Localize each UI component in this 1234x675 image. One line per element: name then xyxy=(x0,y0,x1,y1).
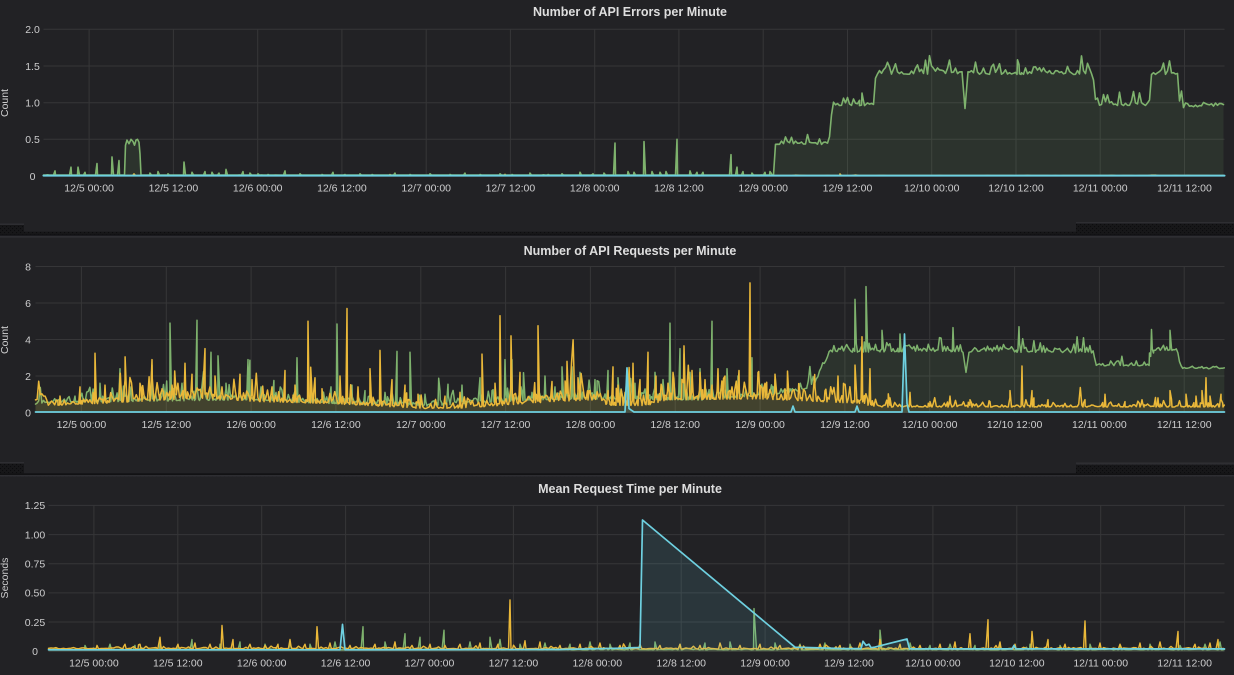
svg-text:2.0: 2.0 xyxy=(25,24,40,36)
svg-text:12/11 00:00: 12/11 00:00 xyxy=(1073,182,1128,194)
svg-text:Count: Count xyxy=(0,326,11,354)
svg-text:Number of API Requests per Min: Number of API Requests per Minute xyxy=(524,244,737,258)
svg-text:12/7 12:00: 12/7 12:00 xyxy=(481,419,531,431)
svg-text:Mean Request Time per Minute: Mean Request Time per Minute xyxy=(538,482,722,496)
svg-text:12/11 00:00: 12/11 00:00 xyxy=(1073,658,1128,670)
svg-text:12/9 00:00: 12/9 00:00 xyxy=(740,658,790,670)
svg-text:12/11 12:00: 12/11 12:00 xyxy=(1157,419,1212,431)
svg-text:12/6 12:00: 12/6 12:00 xyxy=(311,419,361,431)
svg-text:12/7 12:00: 12/7 12:00 xyxy=(489,658,539,670)
svg-text:0: 0 xyxy=(25,407,31,419)
svg-text:12/11 00:00: 12/11 00:00 xyxy=(1072,419,1127,431)
svg-text:12/5 12:00: 12/5 12:00 xyxy=(153,658,203,670)
svg-text:12/11 12:00: 12/11 12:00 xyxy=(1157,658,1212,670)
svg-text:12/10 12:00: 12/10 12:00 xyxy=(987,419,1043,431)
svg-text:2: 2 xyxy=(25,371,31,383)
svg-text:0.50: 0.50 xyxy=(25,588,46,600)
svg-text:12/9 00:00: 12/9 00:00 xyxy=(735,419,785,431)
svg-text:12/7 00:00: 12/7 00:00 xyxy=(396,419,446,431)
svg-text:0.75: 0.75 xyxy=(25,559,46,571)
svg-text:6: 6 xyxy=(25,298,31,310)
svg-text:12/8 12:00: 12/8 12:00 xyxy=(650,419,700,431)
svg-text:12/8 00:00: 12/8 00:00 xyxy=(570,182,620,194)
svg-text:12/7 12:00: 12/7 12:00 xyxy=(486,182,536,194)
svg-text:12/10 12:00: 12/10 12:00 xyxy=(988,182,1044,194)
svg-text:1.25: 1.25 xyxy=(25,500,46,512)
svg-text:Count: Count xyxy=(0,89,11,117)
svg-text:12/5 00:00: 12/5 00:00 xyxy=(57,419,107,431)
svg-text:12/5 00:00: 12/5 00:00 xyxy=(69,658,119,670)
svg-text:12/10 00:00: 12/10 00:00 xyxy=(905,658,961,670)
svg-text:12/10 00:00: 12/10 00:00 xyxy=(902,419,958,431)
svg-text:0: 0 xyxy=(32,646,38,658)
svg-text:1.5: 1.5 xyxy=(25,61,40,73)
svg-text:12/10 12:00: 12/10 12:00 xyxy=(989,658,1045,670)
svg-text:12/7 00:00: 12/7 00:00 xyxy=(405,658,455,670)
svg-text:4: 4 xyxy=(25,334,31,346)
svg-text:12/6 12:00: 12/6 12:00 xyxy=(321,658,371,670)
svg-text:12/11 12:00: 12/11 12:00 xyxy=(1157,182,1212,194)
svg-text:12/6 00:00: 12/6 00:00 xyxy=(226,419,276,431)
svg-text:8: 8 xyxy=(25,261,31,273)
svg-text:Number of API Errors per Minut: Number of API Errors per Minute xyxy=(533,5,727,19)
svg-text:12/6 00:00: 12/6 00:00 xyxy=(237,658,287,670)
svg-text:12/9 00:00: 12/9 00:00 xyxy=(738,182,788,194)
svg-text:12/5 12:00: 12/5 12:00 xyxy=(141,419,191,431)
svg-text:12/9 12:00: 12/9 12:00 xyxy=(820,419,870,431)
svg-text:12/8 00:00: 12/8 00:00 xyxy=(566,419,616,431)
svg-text:12/6 12:00: 12/6 12:00 xyxy=(317,182,367,194)
svg-text:0: 0 xyxy=(30,171,36,183)
svg-text:12/5 12:00: 12/5 12:00 xyxy=(149,182,199,194)
svg-text:12/7 00:00: 12/7 00:00 xyxy=(401,182,451,194)
svg-text:12/9 12:00: 12/9 12:00 xyxy=(823,182,873,194)
svg-text:12/6 00:00: 12/6 00:00 xyxy=(233,182,283,194)
svg-text:0.25: 0.25 xyxy=(25,617,46,629)
svg-text:1.00: 1.00 xyxy=(25,529,46,541)
svg-text:Seconds: Seconds xyxy=(0,558,11,599)
svg-text:12/8 00:00: 12/8 00:00 xyxy=(572,658,622,670)
svg-text:12/9 12:00: 12/9 12:00 xyxy=(824,658,874,670)
svg-text:12/10 00:00: 12/10 00:00 xyxy=(904,182,960,194)
svg-text:1.0: 1.0 xyxy=(25,98,40,110)
svg-text:12/8 12:00: 12/8 12:00 xyxy=(654,182,704,194)
svg-text:12/8 12:00: 12/8 12:00 xyxy=(656,658,706,670)
svg-text:0.5: 0.5 xyxy=(25,134,40,146)
svg-text:12/5 00:00: 12/5 00:00 xyxy=(64,182,114,194)
